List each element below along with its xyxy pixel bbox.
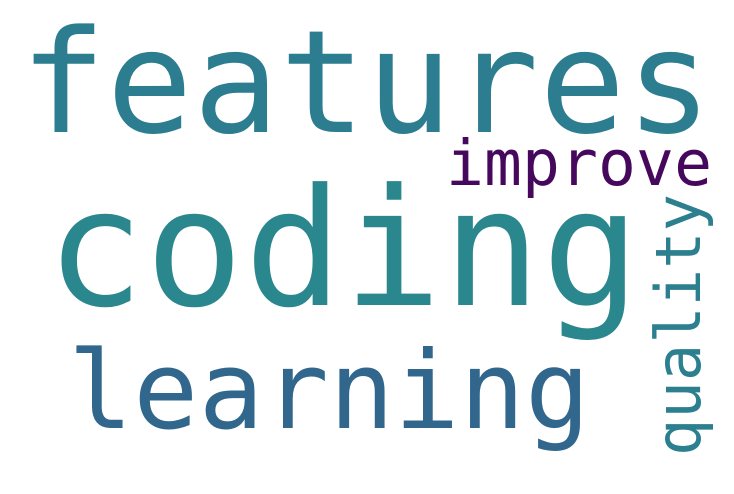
word: coding [46, 155, 640, 344]
word: improve [446, 127, 712, 200]
word: features [20, 0, 712, 166]
word: quality [642, 194, 715, 456]
word: learning [68, 329, 590, 454]
